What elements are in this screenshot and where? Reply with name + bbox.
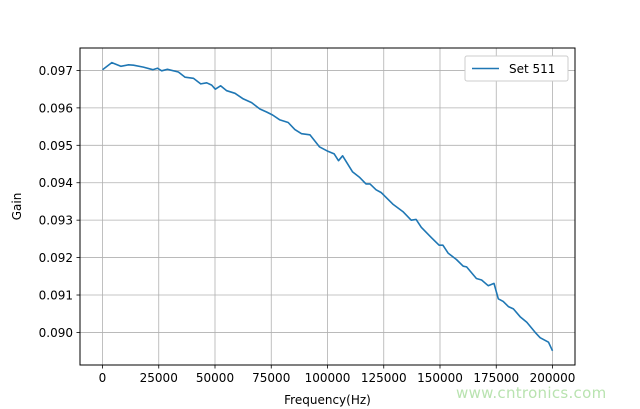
y-tick-label: 0.096 <box>39 101 73 115</box>
ticks: 0 25000 50000 75000 100000 125000 150000 175000… <box>39 64 576 385</box>
x-axis-label: Frequency(Hz) <box>284 393 371 407</box>
x-tick-label: 100000 <box>305 371 351 385</box>
y-axis-label: Gain <box>10 193 24 221</box>
x-tick-label: 150000 <box>417 371 463 385</box>
y-tick-label: 0.091 <box>39 289 73 303</box>
y-tick-label: 0.093 <box>39 214 73 228</box>
x-tick-label: 25000 <box>140 371 178 385</box>
x-tick-label: 200000 <box>530 371 576 385</box>
x-tick-label: 175000 <box>473 371 519 385</box>
grid <box>80 48 575 365</box>
x-tick-label: 125000 <box>361 371 407 385</box>
axes-frame <box>79 47 576 366</box>
x-tick-label: 75000 <box>252 371 290 385</box>
y-tick-label: 0.092 <box>39 251 73 265</box>
x-tick-label: 0 <box>99 371 107 385</box>
y-tick-label: 0.097 <box>39 64 73 78</box>
series-line-set-511 <box>102 61 554 352</box>
series-layer <box>102 61 554 352</box>
legend-label: Set 511 <box>509 62 555 76</box>
y-tick-label: 0.090 <box>39 326 73 340</box>
watermark: www.cntronics.com <box>456 384 607 402</box>
legend-box <box>464 55 569 82</box>
x-tick-label: 50000 <box>196 371 234 385</box>
y-tick-label: 0.094 <box>39 176 73 190</box>
y-tick-label: 0.095 <box>39 139 73 153</box>
legend: Set 511 <box>464 55 569 82</box>
